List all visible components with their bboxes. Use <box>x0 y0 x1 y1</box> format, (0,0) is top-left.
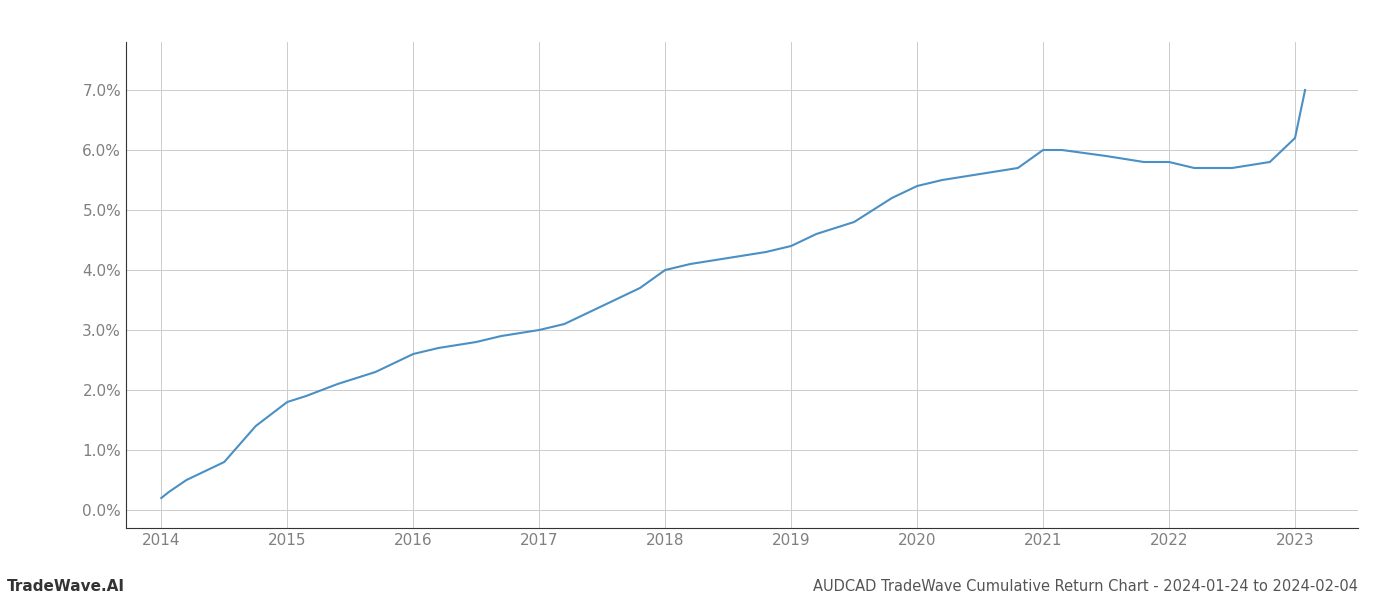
Text: AUDCAD TradeWave Cumulative Return Chart - 2024-01-24 to 2024-02-04: AUDCAD TradeWave Cumulative Return Chart… <box>813 579 1358 594</box>
Text: TradeWave.AI: TradeWave.AI <box>7 579 125 594</box>
